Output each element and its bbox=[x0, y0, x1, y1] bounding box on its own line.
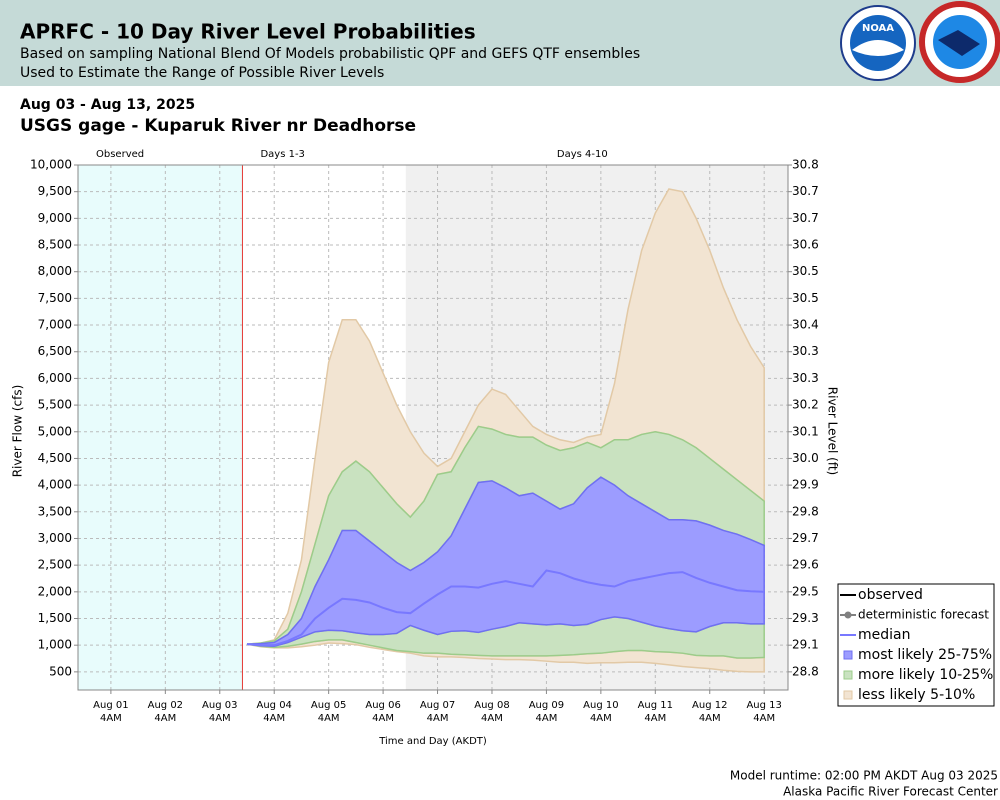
period-label: Observed bbox=[96, 149, 144, 160]
y-tick-label: 500 bbox=[49, 664, 72, 678]
y-tick-label: 6,000 bbox=[38, 371, 72, 385]
y2-tick-label: 28.8 bbox=[792, 664, 819, 678]
legend-label: median bbox=[858, 627, 910, 643]
legend-label: most likely 25-75% bbox=[858, 647, 992, 663]
x-tick-label: Aug 02 bbox=[148, 700, 183, 711]
y-tick-label: 3,000 bbox=[38, 531, 72, 545]
y-tick-label: 9,500 bbox=[38, 184, 72, 198]
x-tick-label: 4AM bbox=[644, 713, 666, 724]
period-label: Days 1-3 bbox=[260, 149, 304, 160]
y-tick-label: 3,500 bbox=[38, 504, 72, 518]
y2-tick-label: 30.4 bbox=[792, 318, 819, 332]
nws-logo bbox=[919, 1, 1000, 83]
y-tick-label: 5,500 bbox=[38, 398, 72, 412]
logo-text: NOAA bbox=[862, 23, 894, 34]
header-title: APRFC - 10 Day River Level Probabilities bbox=[20, 20, 476, 44]
y2-tick-label: 30.2 bbox=[792, 398, 819, 412]
x-tick-label: 4AM bbox=[372, 713, 394, 724]
y-tick-label: 7,500 bbox=[38, 291, 72, 305]
legend-marker bbox=[844, 611, 852, 619]
x-tick-label: Aug 01 bbox=[93, 700, 128, 711]
y-tick-label: 9,000 bbox=[38, 211, 72, 225]
legend-label: more likely 10-25% bbox=[858, 667, 993, 683]
legend-label: deterministic forecast bbox=[858, 608, 989, 622]
y2-tick-label: 29.8 bbox=[792, 504, 819, 518]
y2-tick-label: 29.9 bbox=[792, 478, 819, 492]
y-tick-label: 6,500 bbox=[38, 344, 72, 358]
x-tick-label: 4AM bbox=[590, 713, 612, 724]
x-tick-label: 4AM bbox=[535, 713, 557, 724]
legend-label: less likely 5-10% bbox=[858, 687, 975, 703]
header-subtitle: Used to Estimate the Range of Possible R… bbox=[20, 65, 384, 81]
x-tick-label: Aug 03 bbox=[202, 700, 237, 711]
legend-swatch bbox=[843, 650, 853, 660]
y-tick-label: 4,000 bbox=[38, 478, 72, 492]
y2-tick-label: 30.7 bbox=[792, 184, 819, 198]
x-tick-label: 4AM bbox=[753, 713, 775, 724]
y2-tick-label: 29.6 bbox=[792, 558, 819, 572]
y2-tick-label: 30.5 bbox=[792, 291, 819, 305]
y-axis-label: River Flow (cfs) bbox=[11, 385, 25, 478]
y2-tick-label: 29.1 bbox=[792, 638, 819, 652]
y2-tick-label: 29.3 bbox=[792, 611, 819, 625]
chart-title: USGS gage - Kuparuk River nr Deadhorse bbox=[20, 116, 416, 136]
x-tick-label: Aug 06 bbox=[365, 700, 400, 711]
x-tick-label: Aug 07 bbox=[420, 700, 455, 711]
y2-tick-label: 30.0 bbox=[792, 451, 819, 465]
y2-tick-label: 29.5 bbox=[792, 584, 819, 598]
y2-tick-label: 30.1 bbox=[792, 424, 819, 438]
y-tick-label: 8,000 bbox=[38, 264, 72, 278]
x-tick-label: Aug 11 bbox=[638, 700, 673, 711]
y2-tick-label: 30.5 bbox=[792, 264, 819, 278]
x-tick-label: Aug 09 bbox=[529, 700, 564, 711]
x-tick-label: 4AM bbox=[427, 713, 449, 724]
y2-tick-label: 30.3 bbox=[792, 344, 819, 358]
x-tick-label: 4AM bbox=[209, 713, 231, 724]
x-tick-label: Aug 13 bbox=[746, 700, 781, 711]
y2-tick-label: 29.7 bbox=[792, 531, 819, 545]
y-tick-label: 2,000 bbox=[38, 584, 72, 598]
header-subtitle: Based on sampling National Blend Of Mode… bbox=[20, 46, 640, 62]
y-tick-label: 5,000 bbox=[38, 424, 72, 438]
x-tick-label: 4AM bbox=[699, 713, 721, 724]
y-tick-label: 8,500 bbox=[38, 238, 72, 252]
y2-tick-label: 30.7 bbox=[792, 211, 819, 225]
legend-swatch bbox=[843, 690, 853, 700]
date-range: Aug 03 - Aug 13, 2025 bbox=[20, 97, 195, 113]
footer-center: Alaska Pacific River Forecast Center bbox=[783, 785, 998, 799]
x-tick-label: 4AM bbox=[154, 713, 176, 724]
probability-band bbox=[246, 476, 765, 648]
x-tick-label: 4AM bbox=[481, 713, 503, 724]
period-shade bbox=[78, 165, 243, 690]
x-tick-label: Aug 04 bbox=[256, 700, 291, 711]
x-axis-label: Time and Day (AKDT) bbox=[378, 736, 487, 747]
x-tick-label: 4AM bbox=[318, 713, 340, 724]
y-tick-label: 2,500 bbox=[38, 558, 72, 572]
legend-label: observed bbox=[858, 587, 923, 603]
median-line bbox=[246, 569, 765, 647]
x-tick-label: 4AM bbox=[263, 713, 285, 724]
plot-frame bbox=[77, 164, 789, 691]
y-tick-label: 4,500 bbox=[38, 451, 72, 465]
x-tick-label: Aug 12 bbox=[692, 700, 727, 711]
y-tick-label: 1,500 bbox=[38, 611, 72, 625]
period-label: Days 4-10 bbox=[557, 149, 608, 160]
y-tick-label: 7,000 bbox=[38, 318, 72, 332]
y2-tick-label: 30.8 bbox=[792, 158, 819, 172]
x-tick-label: Aug 05 bbox=[311, 700, 346, 711]
legend-swatch bbox=[843, 670, 853, 680]
legend-box bbox=[837, 583, 995, 707]
header-bg bbox=[0, 0, 1000, 86]
y-tick-label: 10,000 bbox=[30, 158, 72, 172]
y-tick-label: 1,000 bbox=[38, 638, 72, 652]
x-tick-label: Aug 10 bbox=[583, 700, 618, 711]
y2-tick-label: 30.6 bbox=[792, 238, 819, 252]
y2-axis-label: River Level (ft) bbox=[826, 387, 840, 475]
noaa-logo: NOAA bbox=[840, 5, 916, 81]
x-tick-label: Aug 08 bbox=[474, 700, 509, 711]
footer-runtime: Model runtime: 02:00 PM AKDT Aug 03 2025 bbox=[730, 769, 998, 783]
y2-tick-label: 30.3 bbox=[792, 371, 819, 385]
x-tick-label: 4AM bbox=[100, 713, 122, 724]
